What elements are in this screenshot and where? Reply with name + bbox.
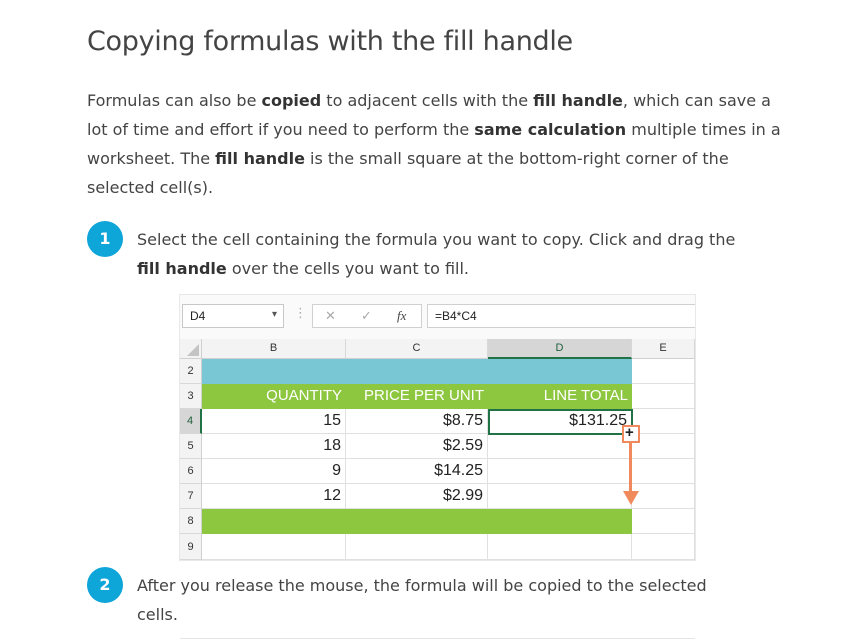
footer-band-green [202,509,632,534]
row-header-5[interactable]: 5 [180,434,202,459]
page-title: Copying formulas with the fill handle [87,26,573,57]
select-all-corner[interactable] [180,339,202,359]
term-fill-handle-step: fill handle [137,259,227,278]
cell-b5[interactable]: 18 [202,434,346,459]
fill-handle[interactable]: + [622,424,640,443]
column-header-c[interactable]: C [346,339,488,359]
cell-b7[interactable]: 12 [202,484,346,509]
cell-c9[interactable] [346,534,488,560]
formula-input[interactable]: =B4*C4 [427,304,695,328]
row-header-8[interactable]: 8 [180,509,202,534]
cell-e5[interactable] [632,434,695,459]
term-copied: copied [261,91,322,110]
cell-d7[interactable] [488,484,632,509]
row-header-9[interactable]: 9 [180,534,202,560]
crosshair-cursor-icon: + [625,424,634,441]
term-same-calculation: same calculation [474,120,627,139]
cell-c6[interactable]: $14.25 [346,459,488,484]
header-quantity: QUANTITY [266,387,342,404]
chevron-down-icon[interactable]: ▾ [271,309,277,320]
cell-e7[interactable] [632,484,695,509]
more-vertical-icon: ⋮ [294,305,307,320]
cell-c5[interactable]: $2.59 [346,434,488,459]
selected-cell-outline [488,409,633,435]
cell-e6[interactable] [632,459,695,484]
insert-function-icon[interactable]: fx [397,308,407,323]
header-band-teal [202,359,632,384]
step-2-text: After you release the mouse, the formula… [137,576,707,624]
step-1-text: Select the cell containing the formula y… [137,230,736,278]
header-price-per-unit: PRICE PER UNIT [363,387,484,404]
cell-c4[interactable]: $8.75 [346,409,488,434]
step-2-badge: 2 [87,567,123,603]
column-header-b[interactable]: B [202,339,346,359]
cell-b9[interactable] [202,534,346,560]
column-header-e[interactable]: E [632,339,695,359]
name-box[interactable]: D4 ▾ [182,304,284,328]
cell-b6[interactable]: 9 [202,459,346,484]
cancel-icon[interactable]: ✕ [325,308,336,323]
row-header-7[interactable]: 7 [180,484,202,509]
cell-e4[interactable] [632,409,695,434]
row-header-6[interactable]: 6 [180,459,202,484]
formula-bar: D4 ▾ ⋮ ✕ ✓ fx =B4*C4 [180,295,695,340]
arrow-down-icon [623,491,639,505]
intro-paragraph: Formulas can also be copied to adjacent … [87,91,781,197]
formula-value: =B4*C4 [435,309,477,323]
row-header-4[interactable]: 4 [180,409,202,434]
next-screenshot-edge [180,638,695,639]
formula-buttons: ✕ ✓ fx [312,304,422,328]
cell-e8[interactable] [632,509,695,534]
cell-d9[interactable] [488,534,632,560]
drag-arrow-line [629,443,632,493]
cell-e2[interactable] [632,359,695,384]
cell-b4[interactable]: 15 [202,409,346,434]
header-line-total: LINE TOTAL [543,387,628,404]
name-box-value: D4 [190,309,206,323]
column-header-d[interactable]: D [488,339,632,359]
row-header-3[interactable]: 3 [180,384,202,409]
cell-d5[interactable] [488,434,632,459]
enter-icon[interactable]: ✓ [361,308,372,323]
cell-d6[interactable] [488,459,632,484]
spreadsheet-screenshot: D4 ▾ ⋮ ✕ ✓ fx =B4*C4 B C D E 2 3 4 5 6 7… [180,295,695,560]
term-fill-handle: fill handle [533,91,623,110]
cell-e9[interactable] [632,534,695,560]
step-1-badge: 1 [87,221,123,257]
term-fill-handle-2: fill handle [215,149,305,168]
header-band-green [202,384,632,409]
cell-c7[interactable]: $2.99 [346,484,488,509]
cell-e3[interactable] [632,384,695,409]
row-header-2[interactable]: 2 [180,359,202,384]
